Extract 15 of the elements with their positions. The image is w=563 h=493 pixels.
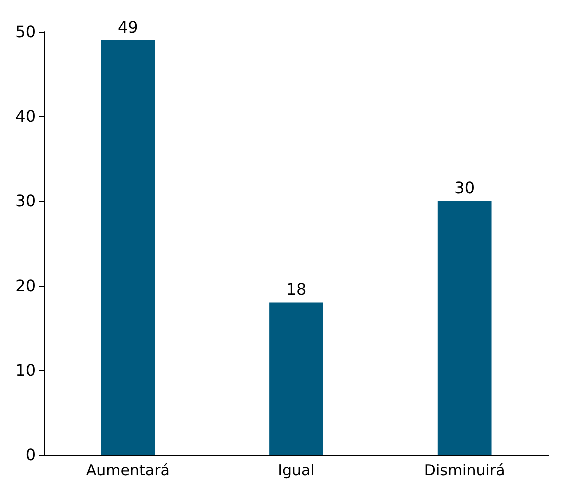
data-label: 49 <box>118 18 138 37</box>
bar <box>270 302 324 455</box>
data-label: 18 <box>286 280 307 300</box>
y-tick-label: 40 <box>16 107 36 126</box>
y-tick-label: 10 <box>16 360 36 380</box>
x-tick-label: Aumentará <box>86 462 170 480</box>
y-tick-label: 50 <box>16 22 36 42</box>
bar <box>101 40 156 455</box>
x-tick-label: Disminuirá <box>424 462 506 480</box>
y-tick-label: 20 <box>16 276 36 296</box>
data-label: 30 <box>454 178 476 198</box>
x-tick-label: Igual <box>278 462 315 480</box>
bar <box>438 201 492 455</box>
y-tick-label: 30 <box>16 192 36 211</box>
y-tick-label: 0 <box>26 446 36 464</box>
